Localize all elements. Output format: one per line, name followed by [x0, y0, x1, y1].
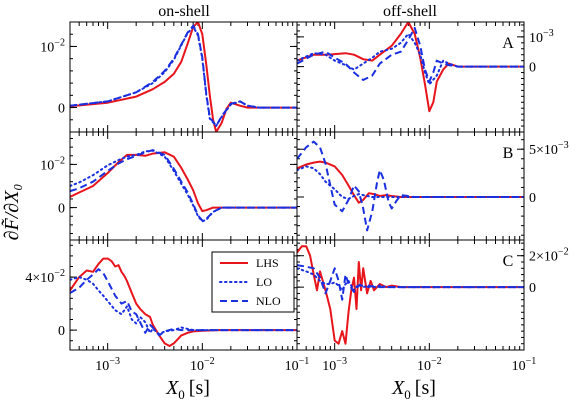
panel-frame	[296, 21, 525, 133]
panel-B-on-shell: 0 10−2	[40, 131, 298, 241]
panel-frame	[69, 131, 298, 241]
y-tick-label: 5×10−3	[529, 140, 569, 158]
panel-A-off-shell: 0 10−3 A	[296, 21, 554, 133]
series-nlo-line	[70, 268, 297, 337]
legend-label-nlo: NLO	[256, 294, 281, 308]
y-tick-label: 10−3	[529, 28, 554, 46]
y-tick-label: 10−2	[40, 37, 65, 55]
panel-label: B	[503, 145, 514, 162]
series-lo-line	[70, 149, 297, 223]
panel-label: C	[503, 253, 514, 270]
x-label-unit: [s]	[189, 377, 210, 399]
x-label-sub: 0	[178, 387, 185, 402]
svg-text:X0[s]: X0 [s]	[165, 377, 210, 402]
y-tick-label: 4×10−2	[25, 268, 65, 286]
y-tick-label: 0	[529, 281, 536, 296]
series-nlo-line	[297, 140, 524, 232]
series-lhs-line	[70, 22, 297, 132]
x-tick-label: 10−3	[95, 356, 120, 374]
x-tick-label: 10−2	[190, 356, 215, 374]
panel-C-on-shell: 0 4×10−2 10−3 10−2 10−1	[25, 239, 310, 374]
series-lo-line	[297, 165, 524, 200]
x-axis-label-left: X0 [s]	[165, 377, 210, 402]
panel-label: A	[502, 35, 514, 52]
series-lhs-line	[297, 245, 524, 345]
panel-A-on-shell: 0 10−2	[40, 21, 298, 133]
column-title-off-shell: off-shell	[383, 3, 437, 20]
x-tick-label: 10−1	[512, 356, 537, 374]
legend-label-lhs: LHS	[256, 256, 279, 270]
series-nlo-line	[297, 26, 524, 83]
y-tick-label: 10−2	[40, 155, 65, 173]
y-tick-label: 0	[58, 324, 65, 339]
x-axis-label-right: X0 [s]	[391, 377, 436, 402]
legend-label-lo: LO	[256, 275, 272, 289]
panel-frame	[296, 239, 525, 351]
x-tick-label: 10−3	[322, 356, 347, 374]
series-lo-line	[297, 32, 524, 86]
x-label-main: X	[391, 377, 405, 399]
y-tick-label: 0	[529, 191, 536, 206]
x-tick-label: 10−1	[285, 356, 310, 374]
series-nlo-line	[70, 24, 297, 127]
column-title-on-shell: on-shell	[158, 3, 210, 20]
y-tick-label: 0	[58, 202, 65, 217]
y-axis-label: ∂F̃/∂X₀	[0, 184, 23, 241]
panel-B-off-shell: 0 5×10−3 B	[296, 131, 569, 241]
svg-text:X0[s]: X0 [s]	[391, 377, 436, 402]
panel-frame	[69, 21, 298, 133]
panel-C-off-shell: 0 2×10−2 10−3 10−2 10−1 C	[296, 239, 569, 374]
legend: LHS LO NLO	[211, 251, 295, 313]
series-lhs-line	[70, 151, 297, 213]
series-nlo-line	[297, 264, 524, 301]
x-tick-label: 10−2	[417, 356, 442, 374]
y-tick-label: 2×10−2	[529, 247, 569, 265]
x-label-sub: 0	[404, 387, 411, 402]
y-tick-label: 0	[529, 61, 536, 76]
series-nlo-line	[70, 149, 297, 222]
x-label-unit: [s]	[415, 377, 436, 399]
y-tick-label: 0	[58, 102, 65, 117]
x-label-main: X	[165, 377, 179, 399]
